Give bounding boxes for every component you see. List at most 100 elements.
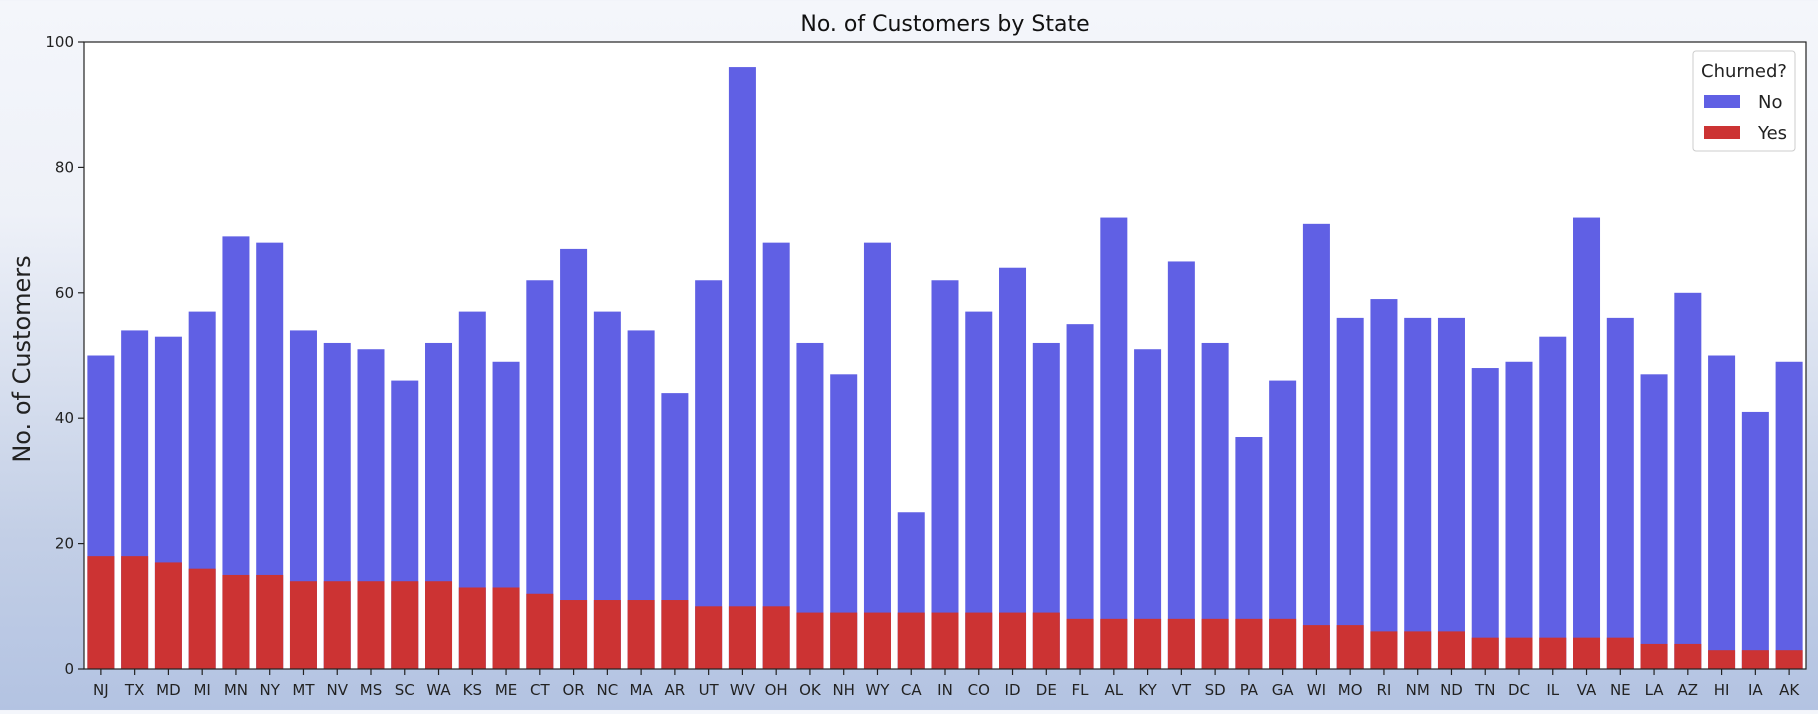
x-tick-label: AK <box>1779 681 1800 699</box>
x-tick-label: AZ <box>1678 681 1699 699</box>
bar-yes-ri <box>1370 631 1398 669</box>
x-tick-label: MD <box>156 681 181 699</box>
bar-no-wy <box>863 242 891 669</box>
legend-label-no: No <box>1758 92 1782 113</box>
bar-yes-nv <box>323 581 351 669</box>
x-tick-label: KY <box>1138 681 1157 699</box>
x-axis-ticks: NJ TX MD MI MN NY MT NV MS SC WA KS ME CT OR NC MA AR UT WV… <box>93 669 1800 699</box>
x-tick-label: SD <box>1205 681 1226 699</box>
x-tick-label: IL <box>1546 681 1559 699</box>
legend-swatch-yes <box>1704 126 1740 139</box>
bar-yes-tn <box>1471 637 1499 669</box>
x-tick-label: WY <box>865 681 890 699</box>
x-tick-label: NH <box>832 681 855 699</box>
bar-yes-me <box>492 587 520 669</box>
bar-yes-md <box>154 562 182 669</box>
bar-yes-ma <box>627 600 655 669</box>
bar-no-ri <box>1370 299 1398 669</box>
x-tick-label: DE <box>1036 681 1057 699</box>
bar-no-va <box>1573 217 1601 669</box>
x-tick-label: WA <box>426 681 451 699</box>
bar-no-al <box>1100 217 1128 669</box>
bar-yes-nd <box>1437 631 1465 669</box>
x-tick-label: AR <box>665 681 686 699</box>
bar-yes-ne <box>1606 637 1634 669</box>
bar-yes-ut <box>695 606 723 669</box>
bar-no-id <box>999 267 1027 669</box>
y-axis-ticks: 0 20 40 60 80 100 <box>45 33 84 678</box>
bar-yes-hi <box>1708 650 1736 669</box>
y-tick-label: 20 <box>55 535 74 553</box>
bar-no-wi <box>1302 223 1330 669</box>
x-tick-label: TN <box>1474 681 1495 699</box>
bar-yes-dc <box>1505 637 1533 669</box>
bar-yes-mt <box>289 581 317 669</box>
bar-no-ky <box>1134 349 1162 669</box>
x-tick-label: MT <box>292 681 315 699</box>
bar-yes-la <box>1640 643 1668 669</box>
bar-no-wv <box>728 67 756 669</box>
bar-no-hi <box>1708 355 1736 669</box>
bar-yes-ca <box>897 612 925 669</box>
x-tick-label: NE <box>1610 681 1631 699</box>
x-tick-label: OK <box>799 681 822 699</box>
x-tick-label: NJ <box>93 681 109 699</box>
bar-yes-ct <box>526 593 554 669</box>
bar-no-nm <box>1404 317 1432 669</box>
bar-yes-co <box>965 612 993 669</box>
bar-yes-ny <box>256 574 284 669</box>
x-tick-label: MI <box>193 681 210 699</box>
x-tick-label: FL <box>1072 681 1090 699</box>
y-tick-label: 80 <box>55 158 74 176</box>
x-tick-label: MN <box>224 681 248 699</box>
bar-yes-sc <box>391 581 419 669</box>
bar-no-ia <box>1741 411 1769 669</box>
x-tick-label: MS <box>360 681 382 699</box>
y-tick-label: 0 <box>64 660 74 678</box>
legend-label-yes: Yes <box>1757 123 1787 144</box>
x-tick-label: KS <box>463 681 482 699</box>
bar-yes-oh <box>762 606 790 669</box>
bar-no-nd <box>1437 317 1465 669</box>
bar-yes-de <box>1032 612 1060 669</box>
bar-yes-id <box>999 612 1027 669</box>
bar-yes-ar <box>661 600 689 669</box>
bar-no-or <box>560 248 588 669</box>
bar-yes-nj <box>87 556 115 669</box>
bar-yes-mn <box>222 574 250 669</box>
x-tick-label: MO <box>1338 681 1363 699</box>
x-tick-label: UT <box>699 681 720 699</box>
x-tick-label: CT <box>530 681 550 699</box>
bar-yes-ks <box>458 587 486 669</box>
bar-no-ut <box>695 280 723 669</box>
bar-no-co <box>965 311 993 669</box>
x-tick-label: IN <box>937 681 953 699</box>
y-tick-label: 100 <box>45 33 74 51</box>
bar-yes-nm <box>1404 631 1432 669</box>
x-tick-label: LA <box>1645 681 1665 699</box>
x-tick-label: PA <box>1240 681 1259 699</box>
legend-title: Churned? <box>1701 61 1787 82</box>
x-tick-label: VT <box>1172 681 1192 699</box>
x-tick-label: NM <box>1406 681 1430 699</box>
y-tick-label: 60 <box>55 284 74 302</box>
bar-yes-ms <box>357 581 385 669</box>
bar-yes-il <box>1539 637 1567 669</box>
bar-no-il <box>1539 336 1567 669</box>
bar-no-in <box>931 280 959 669</box>
bar-no-vt <box>1167 261 1195 669</box>
bar-yes-in <box>931 612 959 669</box>
x-tick-label: SC <box>395 681 415 699</box>
bar-yes-mi <box>188 568 216 669</box>
bar-yes-al <box>1100 618 1128 669</box>
x-tick-label: TX <box>124 681 144 699</box>
x-tick-label: RI <box>1377 681 1392 699</box>
x-tick-label: MA <box>630 681 654 699</box>
bar-no-az <box>1674 292 1702 669</box>
bar-yes-ok <box>796 612 824 669</box>
bar-yes-wy <box>863 612 891 669</box>
bar-yes-fl <box>1066 618 1094 669</box>
bar-no-la <box>1640 374 1668 669</box>
bar-no-dc <box>1505 361 1533 669</box>
